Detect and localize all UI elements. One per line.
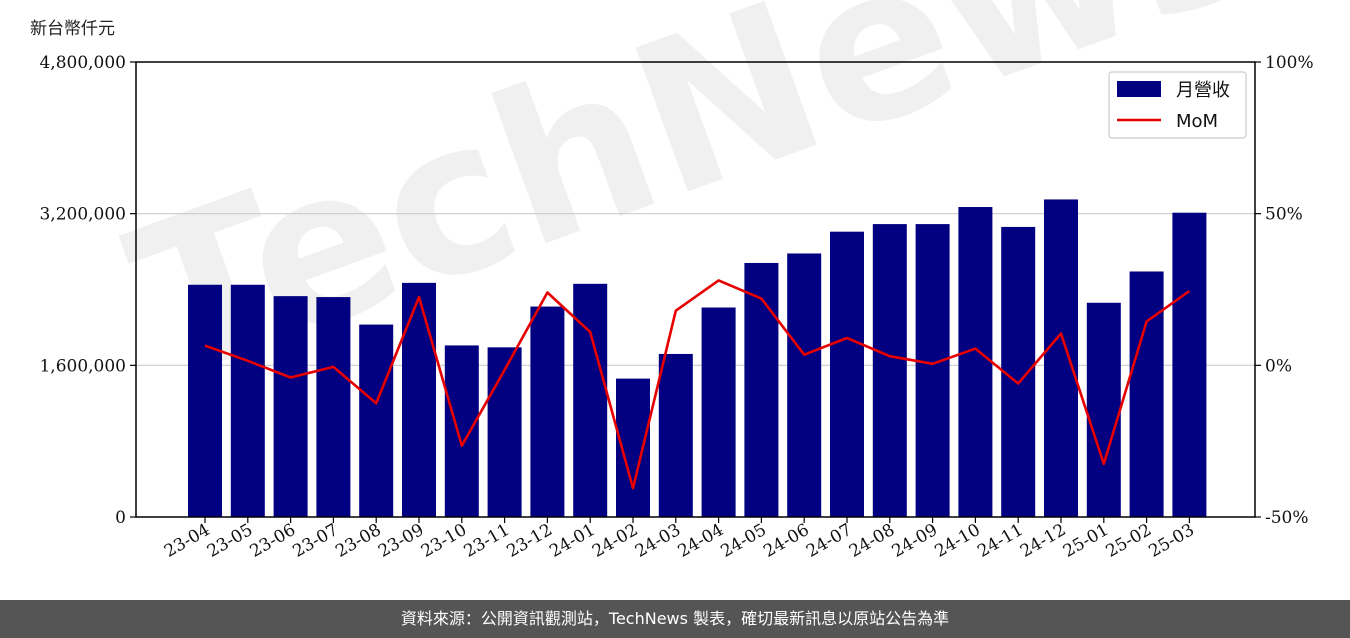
bar: [230, 284, 265, 517]
bar: [1172, 212, 1207, 517]
x-tick-label: 24-07: [803, 520, 855, 562]
x-tick-label: 24-12: [1017, 520, 1069, 562]
x-tick-label: 24-03: [632, 520, 684, 562]
x-tick-label: 24-08: [846, 520, 898, 562]
x-tick-label: 23-05: [204, 520, 256, 562]
plot-frame: [135, 61, 1256, 518]
x-tick-label: 23-07: [289, 520, 341, 562]
bar: [830, 231, 864, 518]
mom-line-series: [204, 279, 1191, 490]
bar: [915, 224, 950, 517]
right-tick-label: 100%: [1265, 53, 1314, 73]
x-tick-label: 23-11: [461, 520, 513, 562]
bar: [872, 224, 907, 517]
x-tick-label: 23-06: [247, 520, 299, 562]
x-tick-label: 25-01: [1060, 520, 1112, 562]
left-tick-label: 1,600,000: [39, 356, 126, 376]
bar: [787, 253, 822, 517]
bar: [1044, 199, 1078, 517]
x-tick-label: 23-12: [503, 520, 555, 562]
x-tick-label: 24-11: [974, 520, 1026, 562]
bar: [316, 297, 351, 517]
bar: [1001, 226, 1036, 517]
bar: [658, 353, 693, 517]
right-tick-label: 0%: [1265, 356, 1292, 376]
legend: 月營收 MoM: [1108, 71, 1247, 139]
right-tick-label: -50%: [1265, 508, 1309, 528]
x-tick-label: 23-04: [161, 520, 213, 562]
x-tick-label: 25-03: [1145, 520, 1197, 562]
bar: [573, 283, 608, 517]
bar: [744, 262, 779, 517]
left-tick-label: 3,200,000: [39, 205, 126, 225]
bar-series: [188, 199, 1207, 518]
x-tick-label: 25-02: [1103, 520, 1155, 562]
bar: [359, 324, 394, 517]
bar: [402, 282, 436, 517]
x-tick-label: 23-10: [418, 520, 470, 562]
left-tick-label: 4,800,000: [39, 53, 126, 73]
legend-label-revenue: 月營收: [1176, 80, 1230, 101]
y-axis-unit-label: 新台幣仟元: [30, 19, 115, 39]
x-tick-label: 24-04: [675, 520, 727, 562]
x-tick-label: 24-01: [546, 520, 598, 562]
bar: [701, 307, 736, 517]
x-tick-label: 23-08: [332, 520, 384, 562]
source-footer: 資料來源：公開資訊觀測站，TechNews 製表，確切最新訊息以原站公告為準: [0, 600, 1350, 638]
bar: [530, 306, 565, 517]
bar: [273, 296, 308, 517]
x-tick-label: 23-09: [375, 520, 427, 562]
x-tick-label: 24-09: [889, 520, 941, 562]
bar: [487, 347, 522, 517]
legend-label-mom: MoM: [1176, 111, 1218, 132]
bar: [1129, 271, 1164, 517]
revenue-chart: TechNews 01,600,0003,200,0004,800,000-50…: [39, 0, 1314, 562]
bar: [444, 345, 479, 517]
x-tick-label: 24-02: [589, 520, 641, 562]
right-tick-label: 50%: [1265, 205, 1303, 225]
left-tick-label: 0: [115, 508, 126, 528]
x-tick-label: 24-10: [931, 520, 983, 562]
bar: [958, 207, 993, 517]
x-tick-label: 24-05: [717, 520, 769, 562]
mom-line: [204, 279, 1191, 490]
x-tick-label: 24-06: [760, 520, 812, 562]
bar: [188, 284, 222, 517]
bar: [1086, 302, 1121, 517]
legend-bar-swatch: [1117, 81, 1161, 97]
